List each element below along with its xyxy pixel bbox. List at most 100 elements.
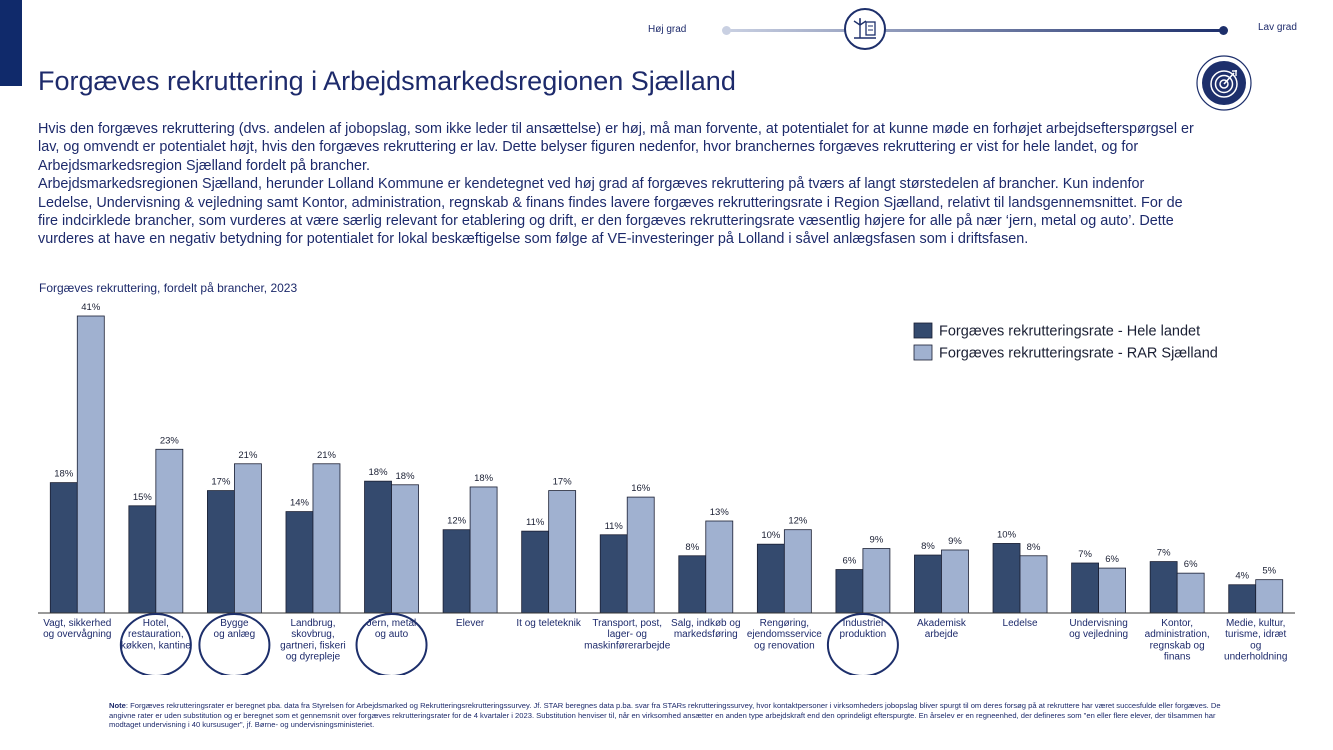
data-label-national-0: 18% [54, 469, 74, 480]
data-label-national-5: 12% [447, 516, 467, 527]
category-label-6: It og teleteknik [516, 618, 581, 629]
category-highlight-circle-4 [355, 613, 428, 675]
bar-sjaelland-12 [1019, 555, 1048, 614]
data-label-sjaelland-0: 41% [81, 302, 101, 313]
category-highlight-circle-1 [119, 613, 192, 675]
intro-paragraph-2: Arbejdsmarkedsregionen Sjælland, herunde… [38, 176, 1183, 248]
category-label-5: Elever [456, 618, 485, 629]
bar-national-9 [756, 543, 785, 614]
bar-sjaelland-3 [312, 463, 341, 614]
corner-accent-block [0, 0, 22, 86]
page-title: Forgæves rekruttering i Arbejdsmarkedsre… [38, 66, 736, 96]
data-label-national-8: 8% [685, 542, 699, 553]
data-label-sjaelland-8: 13% [710, 507, 730, 518]
bar-national-12 [992, 543, 1021, 614]
legend-label-0: Forgæves rekrutteringsrate - Hele landet [939, 324, 1200, 340]
footnote: Note: Forgæves rekrutteringsrater er ber… [109, 701, 1249, 730]
scale-marker-icon [844, 8, 887, 50]
legend-label-1: Forgæves rekrutteringsrate - RAR Sjællan… [939, 346, 1218, 362]
data-label-national-6: 11% [526, 517, 545, 528]
bar-sjaelland-9 [783, 529, 812, 614]
bar-national-3 [285, 511, 314, 614]
data-label-national-2: 17% [211, 477, 231, 488]
data-label-sjaelland-7: 16% [631, 483, 651, 494]
data-label-national-12: 10% [997, 529, 1017, 540]
data-label-sjaelland-2: 21% [238, 450, 258, 461]
bar-sjaelland-10 [862, 548, 891, 614]
intro-paragraph-1: Hvis den forgæves rekruttering (dvs. and… [38, 121, 1194, 174]
category-label-13: Undervisning og vejledning [1069, 618, 1128, 640]
bar-sjaelland-6 [548, 490, 577, 614]
bar-national-10 [835, 569, 864, 614]
category-label-4: Jern, metal og auto [367, 618, 416, 640]
bar-sjaelland-13 [1098, 567, 1126, 614]
bar-national-1 [128, 505, 157, 614]
bar-national-13 [1071, 562, 1099, 614]
scale-right-label: Lav grad [1258, 22, 1297, 33]
category-highlight-circle-10 [826, 613, 899, 675]
bar-national-11 [914, 554, 942, 614]
bar-national-7 [599, 534, 628, 614]
bar-sjaelland-2 [234, 463, 262, 614]
category-highlight-circle-2 [198, 613, 271, 675]
bar-sjaelland-5 [469, 486, 498, 614]
data-label-sjaelland-10: 9% [870, 535, 884, 546]
category-label-8: Salg, indkøb og markedsføring [671, 618, 741, 640]
data-label-sjaelland-5: 18% [474, 473, 494, 484]
footnote-text: : Forgæves rekrutteringsrater er beregne… [109, 701, 1221, 730]
bar-national-2 [207, 490, 235, 614]
data-label-national-14: 7% [1157, 548, 1171, 559]
bar-national-14 [1149, 561, 1178, 614]
bar-sjaelland-8 [705, 520, 734, 614]
data-label-national-10: 6% [843, 556, 857, 567]
bar-sjaelland-7 [626, 496, 655, 614]
bar-national-15 [1228, 584, 1257, 614]
data-label-national-13: 7% [1078, 549, 1092, 560]
data-label-sjaelland-9: 12% [788, 516, 808, 527]
category-label-2: Bygge og anlæg [214, 618, 256, 640]
bar-national-6 [521, 530, 550, 614]
bar-sjaelland-4 [391, 484, 419, 614]
data-label-national-9: 10% [761, 530, 781, 541]
data-label-national-4: 18% [369, 467, 389, 478]
bar-sjaelland-14 [1176, 572, 1205, 614]
footnote-label: Note [109, 701, 126, 710]
chart-title: Forgæves rekruttering, fordelt på branch… [39, 281, 298, 295]
legend-swatch-0 [913, 322, 933, 339]
data-label-sjaelland-13: 6% [1105, 554, 1119, 565]
legend-swatch-1 [913, 344, 933, 361]
data-label-sjaelland-12: 8% [1027, 542, 1041, 553]
category-label-3: Landbrug, skovbrug, gartneri, fiskeri og dy… [280, 618, 346, 663]
scale-start-dot [722, 26, 731, 35]
data-label-national-15: 4% [1235, 571, 1249, 582]
scale-end-dot [1219, 26, 1228, 35]
bar-national-4 [364, 480, 392, 614]
data-label-sjaelland-1: 23% [160, 435, 180, 446]
category-label-11: Akademisk arbejde [917, 618, 967, 640]
data-label-national-3: 14% [290, 498, 310, 509]
data-label-national-11: 8% [921, 541, 935, 552]
category-label-1: Hotel, restauration, køkken, kantine [121, 618, 191, 651]
category-label-9: Rengøring, ejendomsservice og renovation [747, 618, 822, 651]
bar-national-0 [49, 482, 78, 614]
category-label-7: Transport, post, lager- og maskinførerarbe… [584, 618, 671, 651]
bar-sjaelland-15 [1255, 579, 1284, 614]
energy-icon [854, 18, 877, 39]
category-label-14: Kontor, administration, regnskab og finans [1145, 618, 1210, 663]
category-label-15: Medie, kultur, turisme, idræt og underholdn… [1224, 618, 1287, 663]
category-label-12: Ledelse [1003, 618, 1038, 629]
bar-sjaelland-1 [155, 448, 184, 614]
bar-chart: 18% 15% 17% 14% 18% 12% 11% 11% 8% 10% 6% 8% 10% 7% 7%… [38, 302, 1295, 675]
scale-left-label: Høj grad [648, 24, 687, 35]
data-label-sjaelland-4: 18% [396, 471, 416, 482]
target-badge-icon [1196, 55, 1252, 111]
data-label-sjaelland-15: 5% [1262, 566, 1276, 577]
bar-sjaelland-11 [941, 549, 969, 614]
scale-track [726, 29, 1224, 32]
intro-text: Hvis den forgæves rekruttering (dvs. and… [38, 120, 1198, 249]
data-label-sjaelland-3: 21% [317, 450, 337, 461]
data-label-sjaelland-11: 9% [948, 536, 962, 547]
bar-national-5 [442, 529, 471, 614]
data-label-national-1: 15% [133, 492, 153, 503]
data-label-sjaelland-14: 6% [1184, 559, 1198, 570]
